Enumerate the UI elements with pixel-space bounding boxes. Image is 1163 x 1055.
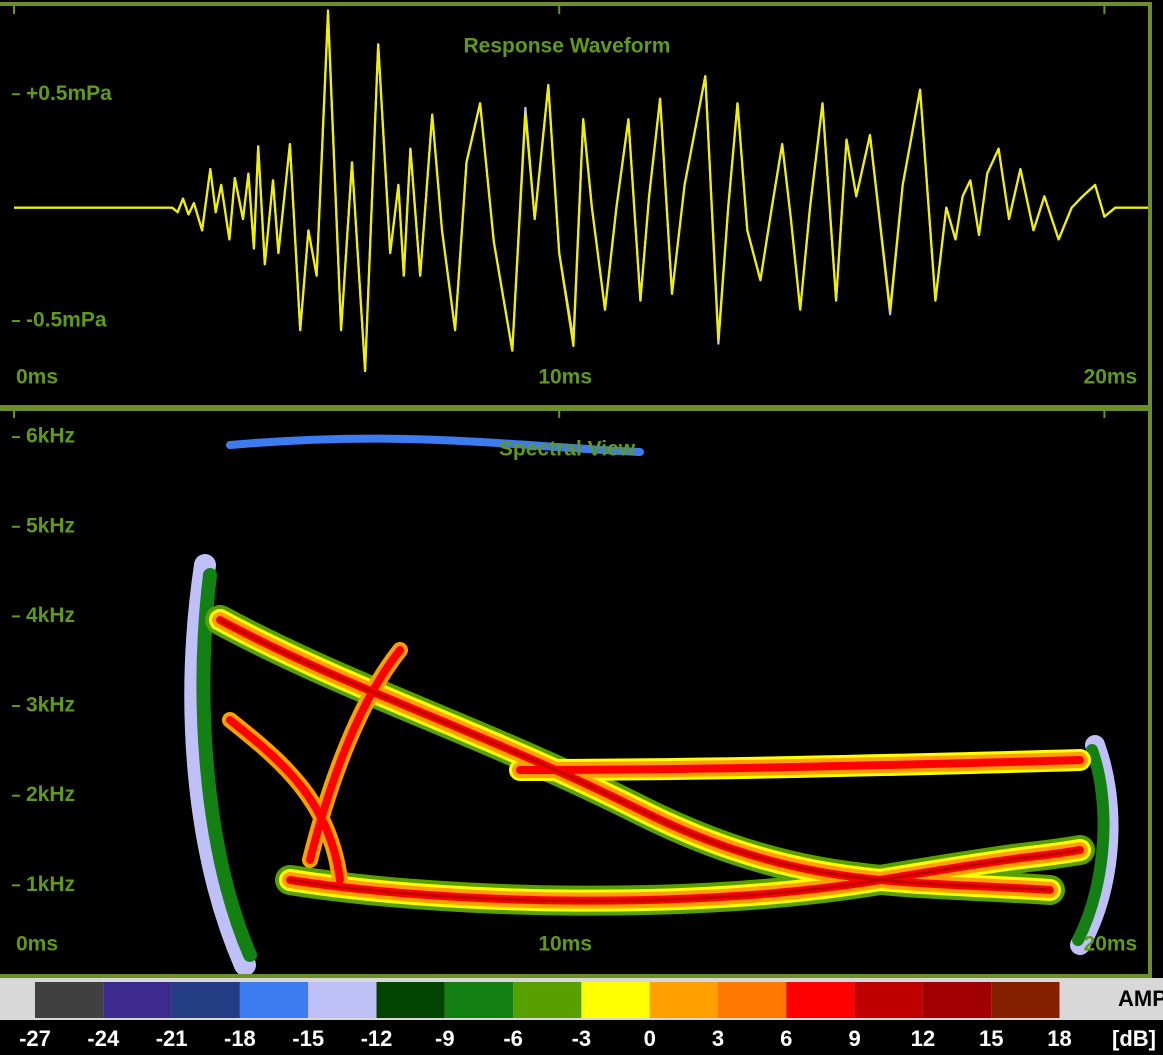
colorbar-label: -15 — [292, 1026, 324, 1051]
colorbar-label: -24 — [87, 1026, 120, 1051]
colorbar-label: -18 — [224, 1026, 256, 1051]
colorbar-box — [35, 982, 104, 1018]
colorbar-box — [854, 982, 923, 1018]
y-tick-label: 4kHz — [26, 604, 75, 627]
colorbar-box — [308, 982, 377, 1018]
colorbar-box — [991, 982, 1060, 1018]
y-tick-label: 5kHz — [26, 514, 75, 537]
colorbar: -27 -24 -21 -18 -15 -12 -9 -6 -3 0 3 6 9 12 15 18 AMP [dB… — [19, 982, 1163, 1051]
spectral-region — [196, 568, 257, 962]
colorbar-label: 0 — [644, 1026, 656, 1051]
colorbar-label: 18 — [1047, 1026, 1071, 1051]
colorbar-box — [171, 982, 240, 1018]
colorbar-title: AMP — [1118, 986, 1163, 1011]
waveform-line — [14, 9, 1148, 373]
frame — [0, 2, 1152, 978]
spectral-region — [226, 434, 644, 456]
x-tick-label: 10ms — [538, 366, 592, 389]
y-tick-label: 1kHz — [26, 873, 75, 896]
colorbar-label: 15 — [979, 1026, 1003, 1051]
colorbar-box — [103, 982, 172, 1018]
colorbar-box — [581, 982, 650, 1018]
colorbar-box — [444, 982, 514, 1018]
colorbar-box — [239, 982, 309, 1018]
colorbar-unit: [dB] — [1112, 1026, 1156, 1051]
colorbar-label: -12 — [361, 1026, 393, 1051]
colorbar-box — [786, 982, 855, 1018]
y-tick-label: -0.5mPa — [26, 309, 107, 332]
colorbar-label: 12 — [911, 1026, 935, 1051]
colorbar-box — [513, 982, 582, 1018]
x-tick-label: 0ms — [16, 933, 58, 956]
colorbar-box — [376, 982, 445, 1018]
y-tick-label: +0.5mPa — [26, 82, 112, 105]
spectral-region — [1072, 744, 1110, 946]
colorbar-label: 9 — [848, 1026, 860, 1051]
colorbar-label: -6 — [503, 1026, 523, 1051]
colorbar-label: 6 — [780, 1026, 792, 1051]
y-tick-label: 3kHz — [26, 694, 75, 717]
colorbar-label: -21 — [156, 1026, 188, 1051]
colorbar-label: -27 — [19, 1026, 51, 1051]
colorbar-label: 3 — [712, 1026, 724, 1051]
spectral-image — [184, 434, 1119, 974]
chart-title: Response Waveform — [464, 35, 671, 58]
x-tick-label: 0ms — [16, 366, 58, 389]
y-tick-label: 6kHz — [26, 425, 75, 448]
chart-title: Spectral View — [499, 438, 636, 461]
colorbar-label: -9 — [435, 1026, 455, 1051]
x-tick-label: 10ms — [538, 933, 592, 956]
colorbar-box — [649, 982, 718, 1018]
y-tick-label: 2kHz — [26, 783, 75, 806]
colorbar-box — [718, 982, 787, 1018]
x-tick-label: 20ms — [1084, 933, 1138, 956]
x-tick-label: 20ms — [1084, 366, 1138, 389]
spectral-region — [184, 554, 256, 974]
colorbar-label: -3 — [572, 1026, 592, 1051]
colorbar-box — [922, 982, 992, 1018]
